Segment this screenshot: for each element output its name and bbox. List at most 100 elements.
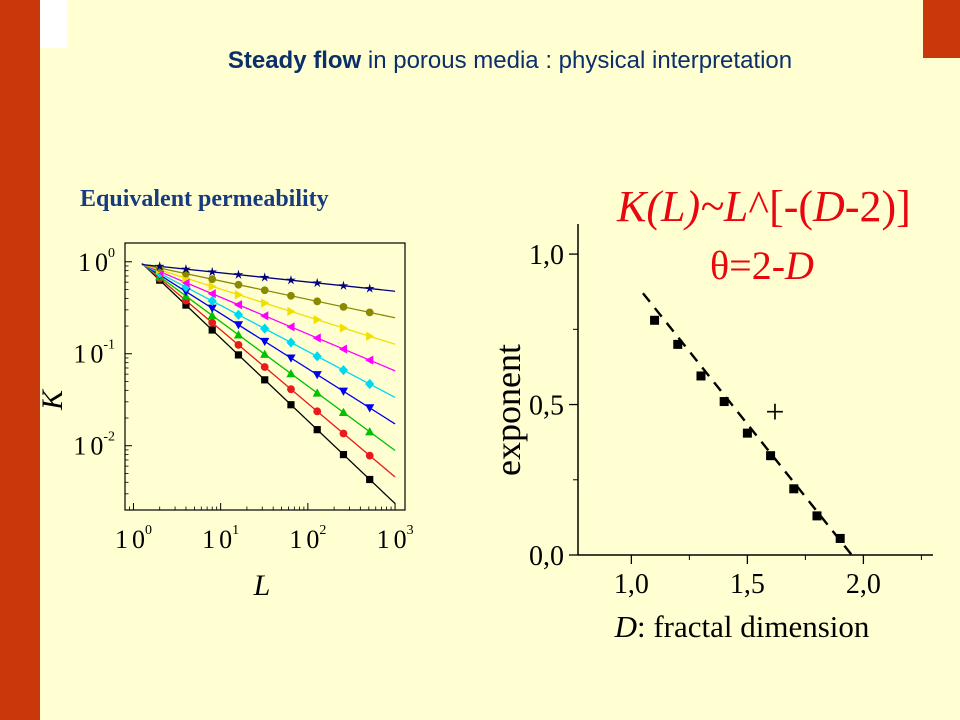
data-point [742,428,752,438]
data-point [207,310,217,320]
data-point [233,321,244,330]
data-point [339,429,348,438]
formula-kl: K(L)~L [617,182,749,231]
data-point [365,451,374,460]
data-point [338,387,349,396]
formula-close: -2)] [844,182,911,231]
data-point [696,371,706,381]
x-tick-label: 1,0 [614,569,649,600]
plus-annotation: + [765,394,784,431]
data-point [208,275,217,284]
plot-frame [124,242,406,511]
data-point [154,261,165,271]
data-point [312,388,322,397]
data-point [233,309,244,320]
data-point [366,331,375,341]
formula-d: D [813,182,845,231]
data-point [365,308,374,317]
y-tick-label: 1 0-2 [73,430,115,461]
formula-caret: ^ [748,182,770,231]
data-point [233,300,243,310]
data-point [208,326,216,334]
data-point [207,289,216,299]
x-axis-label-d: D [614,609,637,644]
y-tick-label: 0,5 [529,391,564,422]
data-point [208,318,217,327]
data-point [312,351,322,362]
data-point [338,280,349,290]
data-point [207,295,217,307]
data-point [313,315,322,325]
data-point [259,272,270,282]
formula-open: [-( [769,182,814,231]
data-point [365,427,375,436]
data-point [181,264,191,274]
data-point [234,280,243,289]
data-point [812,511,822,521]
data-point [260,349,270,358]
y-tick-label: 1 00 [78,246,115,277]
data-point [339,302,348,311]
data-point [338,344,348,354]
y-axis-label: K [36,388,69,411]
x-tick-label: 1 01 [202,523,239,554]
x-tick-label: 1 00 [115,523,152,554]
data-point [233,269,244,279]
data-point [286,322,295,332]
data-point [234,351,243,359]
data-point [207,266,218,277]
x-tick-label: 2,0 [846,569,881,600]
y-tick-label: 0,0 [529,541,564,572]
data-point [287,385,295,394]
data-point [338,407,349,416]
data-point [313,297,322,306]
data-point [719,397,729,407]
data-point [312,277,323,288]
data-point [365,355,374,365]
data-point [312,371,322,380]
data-point [364,283,375,293]
data-point [260,363,269,371]
data-point [313,407,322,416]
data-point [260,311,269,321]
data-point [312,333,321,343]
data-point [673,339,683,349]
y-axis-label: exponent [488,344,528,476]
data-point [286,275,296,285]
data-point [260,337,270,347]
data-point [835,533,845,543]
formula-theta-d: D [785,243,814,288]
data-point [339,323,349,333]
right-accent-block [923,0,960,58]
data-point [181,278,190,288]
formula-theta-lhs: θ=2- [710,243,786,288]
formula-permeability: K(L)~L^[-(D-2)] [617,181,911,232]
data-point [261,298,270,308]
data-point [313,426,321,434]
slide-title: Steady flow in porous media : physical i… [0,47,960,75]
data-point [261,376,269,384]
data-point [287,291,295,300]
data-point [365,404,375,413]
title-bold: Steady flow [227,47,362,74]
data-point [260,286,269,295]
data-point [287,401,295,409]
data-point [287,306,296,316]
data-point [182,301,190,309]
data-point [233,330,244,339]
x-axis-label: L [253,569,271,602]
y-tick-label: 1 0-1 [73,338,115,369]
x-axis-label: D: fractal dimension [614,609,870,644]
subtitle: Equivalent permeability [80,186,329,212]
data-point [338,365,349,376]
data-point [286,337,296,348]
data-point [789,484,799,494]
data-point [207,304,217,313]
data-point [339,450,348,459]
x-tick-label: 1,5 [730,569,765,600]
data-point [260,323,270,334]
y-tick-label: 1,0 [529,240,564,271]
formula-theta: θ=2-D [710,242,814,289]
